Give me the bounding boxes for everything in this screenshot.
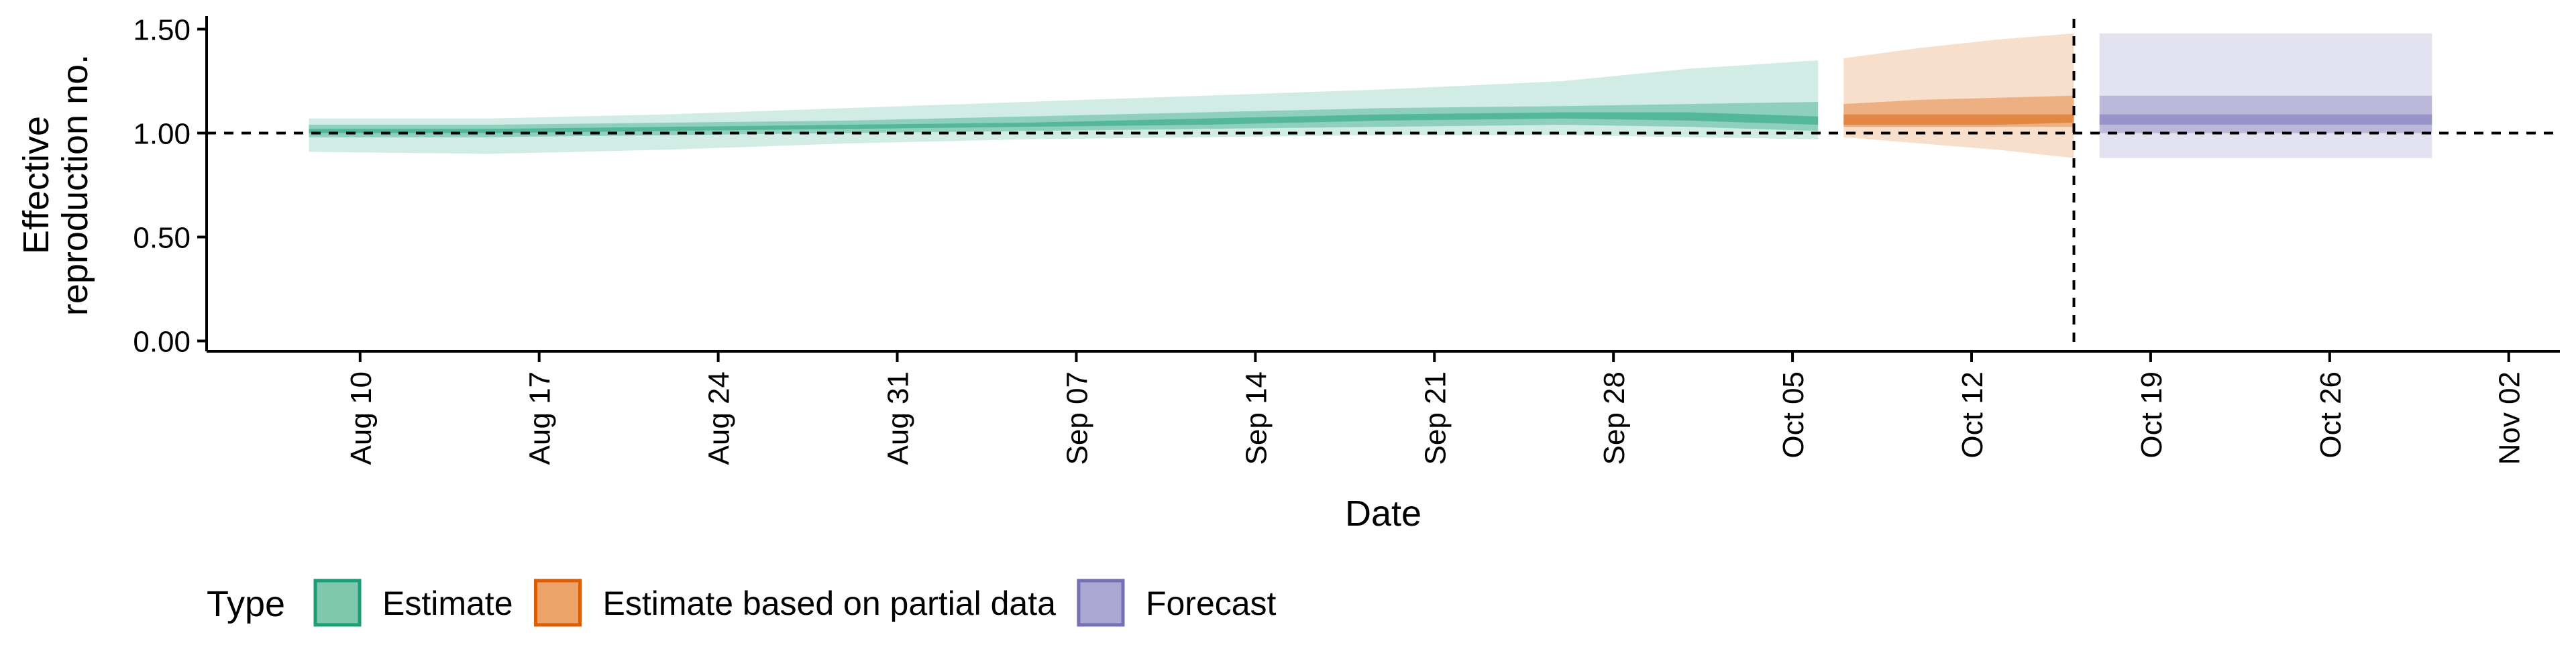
x-tick-label: Sep 07	[1061, 371, 1093, 465]
x-tick-label: Sep 21	[1419, 371, 1452, 465]
legend-title: Type	[207, 584, 285, 624]
legend-label-estimate: Estimate	[382, 585, 513, 622]
legend-swatch-forecast	[1077, 579, 1125, 627]
y-tick-label: 0.50	[133, 222, 191, 255]
axes: 0.00 0.50 1.00 1.50 Aug 10 Aug 17 Aug 24 Aug 31…	[133, 14, 2560, 465]
x-tick-label: Sep 28	[1598, 371, 1631, 465]
y-tick-label: 0.00	[133, 326, 191, 359]
estimate-band-20	[309, 112, 1819, 133]
forecast-band-90	[2099, 33, 2432, 158]
estimate-based-on-partial-data-band-90	[1843, 33, 2074, 158]
x-tick-label: Nov 02	[2493, 371, 2526, 465]
x-tick-label: Sep 14	[1240, 371, 1273, 465]
x-tick-label: Aug 10	[345, 371, 378, 465]
legend: Type Estimate Estimate based on partial d…	[207, 579, 1277, 627]
legend-label-estimate-based-on-partial-data: Estimate based on partial data	[603, 585, 1057, 622]
x-tick-label: Aug 31	[882, 371, 915, 465]
x-tick-label: Oct 12	[1956, 371, 1989, 459]
forecast-band-20	[2099, 114, 2432, 125]
y-axis-label-line-1: Effective	[16, 116, 56, 254]
x-tick-label: Aug 17	[524, 371, 557, 465]
estimate-based-on-partial-data-band-20	[1843, 114, 2074, 125]
y-tick-label: 1.00	[133, 118, 191, 151]
x-axis-label: Date	[1345, 493, 1421, 534]
x-tick-label: Oct 05	[1777, 371, 1810, 459]
y-tick-label: 1.50	[133, 14, 191, 47]
legend-label-forecast: Forecast	[1146, 585, 1277, 622]
reference-lines	[207, 19, 2560, 351]
x-tick-label: Oct 19	[2135, 371, 2168, 459]
bands-layer	[309, 33, 2432, 158]
x-tick-label: Aug 24	[703, 371, 736, 465]
legend-swatch-estimate-based-on-partial-data	[534, 579, 582, 627]
y-axis-label-line-2: reproduction no.	[55, 54, 95, 316]
x-tick-label: Oct 26	[2314, 371, 2347, 459]
legend-swatch-estimate	[313, 579, 362, 627]
